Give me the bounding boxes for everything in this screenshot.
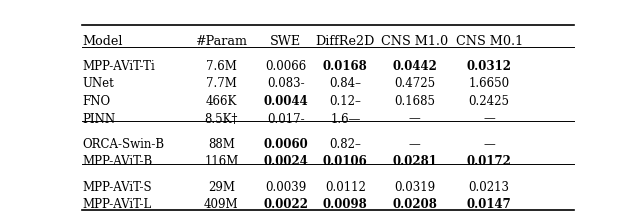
Text: —: — (409, 138, 420, 151)
Text: 0.0098: 0.0098 (323, 198, 368, 211)
Text: 0.0147: 0.0147 (467, 198, 511, 211)
Text: 466K: 466K (205, 95, 237, 108)
Text: 0.0066: 0.0066 (265, 60, 307, 73)
Text: 0.0442: 0.0442 (392, 60, 437, 73)
Text: 116M: 116M (204, 155, 239, 169)
Text: #Param: #Param (195, 34, 247, 48)
Text: 0.017-: 0.017- (267, 113, 305, 126)
Text: ORCA-Swin-B: ORCA-Swin-B (83, 138, 164, 151)
Text: 0.0022: 0.0022 (263, 198, 308, 211)
Text: CNS M1.0: CNS M1.0 (381, 34, 449, 48)
Text: 88M: 88M (208, 138, 235, 151)
Text: 0.0213: 0.0213 (468, 181, 509, 194)
Text: —: — (409, 113, 420, 126)
Text: 0.84–: 0.84– (330, 77, 362, 90)
Text: Model: Model (83, 34, 123, 48)
Text: 0.0172: 0.0172 (467, 155, 511, 169)
Text: UNet: UNet (83, 77, 114, 90)
Text: 0.0208: 0.0208 (392, 198, 437, 211)
Text: 29M: 29M (208, 181, 235, 194)
Text: MPP-AViT-Ti: MPP-AViT-Ti (83, 60, 156, 73)
Text: 0.0319: 0.0319 (394, 181, 435, 194)
Text: 409M: 409M (204, 198, 239, 211)
Text: MPP-AViT-L: MPP-AViT-L (83, 198, 152, 211)
Text: 0.12–: 0.12– (330, 95, 362, 108)
Text: CNS M0.1: CNS M0.1 (456, 34, 523, 48)
Text: MPP-AViT-B: MPP-AViT-B (83, 155, 153, 169)
Text: 0.1685: 0.1685 (394, 95, 435, 108)
Text: MPP-AViT-S: MPP-AViT-S (83, 181, 152, 194)
Text: —: — (483, 113, 495, 126)
Text: 0.0112: 0.0112 (325, 181, 366, 194)
Text: 0.0106: 0.0106 (323, 155, 368, 169)
Text: DiffRe2D: DiffRe2D (316, 34, 375, 48)
Text: 1.6650: 1.6650 (468, 77, 510, 90)
Text: —: — (483, 138, 495, 151)
Text: 0.82–: 0.82– (330, 138, 362, 151)
Text: 8.5K†: 8.5K† (205, 113, 238, 126)
Text: 7.7M: 7.7M (206, 77, 237, 90)
Text: SWE: SWE (270, 34, 301, 48)
Text: FNO: FNO (83, 95, 111, 108)
Text: 0.4725: 0.4725 (394, 77, 435, 90)
Text: 0.0024: 0.0024 (264, 155, 308, 169)
Text: 0.0044: 0.0044 (264, 95, 308, 108)
Text: 0.083-: 0.083- (267, 77, 305, 90)
Text: 0.0312: 0.0312 (467, 60, 512, 73)
Text: 0.0039: 0.0039 (265, 181, 307, 194)
Text: 0.0281: 0.0281 (392, 155, 437, 169)
Text: PINN: PINN (83, 113, 116, 126)
Text: 0.0060: 0.0060 (264, 138, 308, 151)
Text: 0.2425: 0.2425 (468, 95, 509, 108)
Text: 0.0168: 0.0168 (323, 60, 368, 73)
Text: 7.6M: 7.6M (206, 60, 237, 73)
Text: 1.6—: 1.6— (330, 113, 360, 126)
